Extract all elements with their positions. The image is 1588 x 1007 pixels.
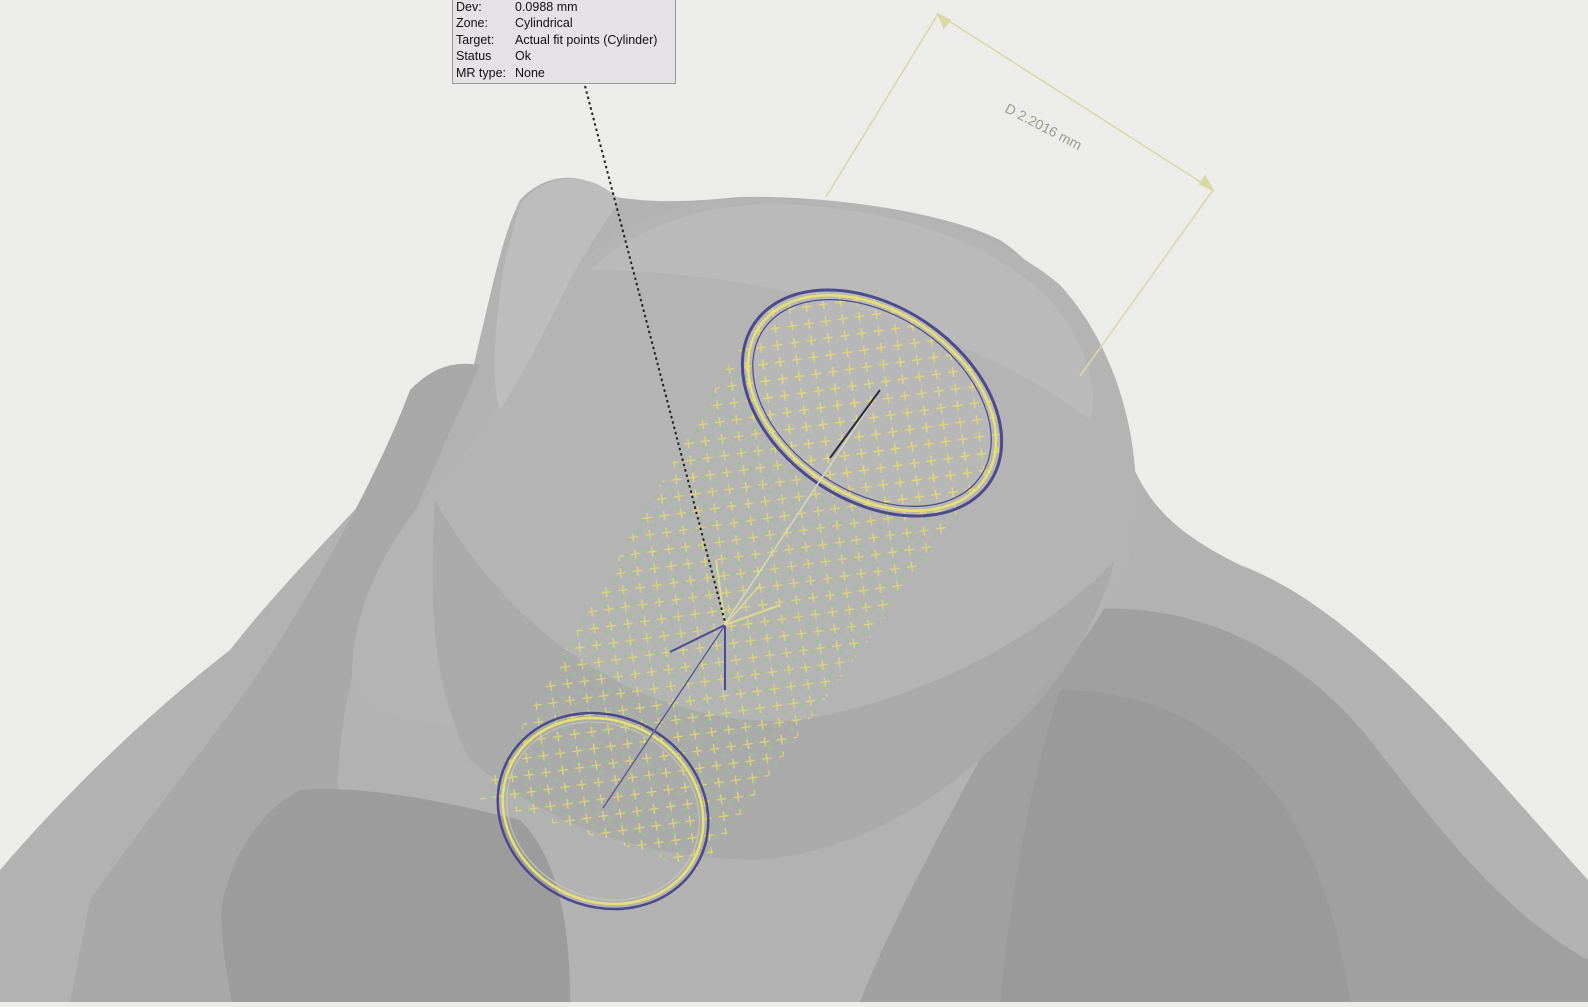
info-row-dev: Dev: 0.0988 mm	[456, 0, 578, 14]
model-left-wing	[70, 363, 480, 1002]
info-row-mr-type: MR type: None	[456, 65, 545, 80]
axis-arrow-icon	[669, 559, 781, 690]
model-rear-ridge	[494, 178, 620, 410]
model-top-cap	[590, 204, 1094, 420]
info-leader-line	[584, 85, 726, 623]
info-row-zone: Zone: Cylindrical	[456, 16, 573, 31]
info-row-target: Target: Actual fit points (Cylinder)	[456, 32, 658, 47]
model-right-flange	[1000, 690, 1350, 1002]
info-row-status: Status Ok	[456, 49, 531, 64]
diameter-dimension	[825, 12, 1215, 377]
model-lower-block	[221, 789, 570, 1002]
deviation-info-box: Dev: 0.0988 mm Zone: Cylindrical Target:…	[452, 0, 676, 84]
bottom-fit-circle	[496, 711, 710, 911]
